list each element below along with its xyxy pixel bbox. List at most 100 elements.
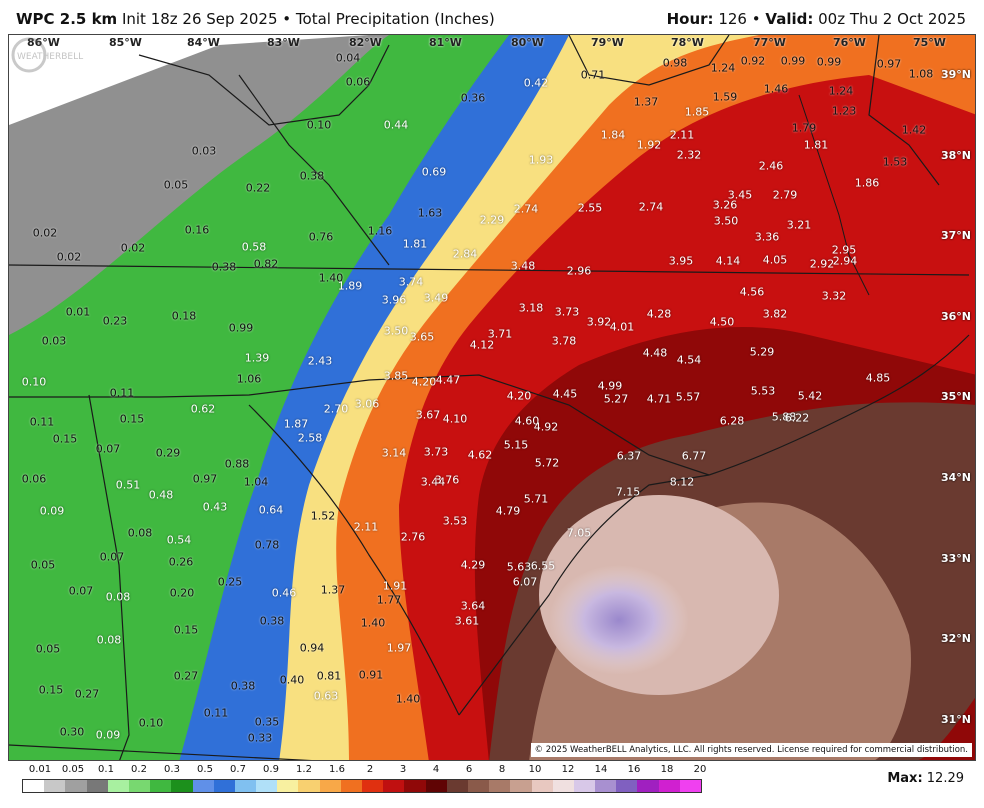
- latitude-label: 36°N: [940, 310, 971, 323]
- legend-tick-label: 0.05: [61, 764, 85, 775]
- latitude-label: 33°N: [940, 552, 971, 565]
- legend-color-cell: [552, 780, 574, 792]
- max-number: 12.29: [926, 771, 964, 786]
- legend-color-cell: [213, 780, 235, 792]
- legend-color-cell: [362, 780, 384, 792]
- state-line-nc-sc: [9, 374, 710, 476]
- longitude-label: 82°W: [349, 36, 382, 49]
- latitude-label: 32°N: [940, 632, 971, 645]
- map-canvas: [9, 35, 975, 760]
- legend-ticks: 0.01 0.05 0.1 0.2 0.3 0.5 0.7 0.9 1.2 1.6 2 3 4 6 8 10 1…: [22, 764, 707, 778]
- latitude-label: 38°N: [940, 149, 971, 162]
- hour-label: Hour:: [666, 10, 714, 28]
- coastline: [708, 334, 970, 476]
- longitude-label: 81°W: [429, 36, 462, 49]
- latitude-label: 35°N: [940, 390, 971, 403]
- legend-color-cell: [277, 780, 299, 792]
- separator: •: [282, 10, 292, 28]
- max-value: Max: 12.29: [887, 771, 964, 786]
- legend-tick-label: 8: [498, 764, 506, 775]
- latitude-label: 31°N: [940, 713, 971, 726]
- legend-color-cell: [489, 780, 511, 792]
- legend-tick-label: 6: [465, 764, 473, 775]
- legend-color-cell: [595, 780, 617, 792]
- legend-tick-label: 18: [660, 764, 674, 775]
- legend-color-cell: [616, 780, 638, 792]
- legend-tick-label: 1.2: [296, 764, 312, 775]
- legend-color-cell: [510, 780, 532, 792]
- map-header: WPC 2.5 km Init 18z 26 Sep 2025 • Total …: [0, 0, 984, 34]
- legend-tick-label: 0.1: [98, 764, 114, 775]
- valid-time: 00z Thu 2 Oct 2025: [818, 10, 966, 28]
- latitude-label: 37°N: [940, 229, 971, 242]
- legend-tick-label: 0.9: [263, 764, 279, 775]
- longitude-label: 78°W: [671, 36, 704, 49]
- latitude-label: 39°N: [940, 68, 971, 81]
- legend-color-cell: [637, 780, 659, 792]
- legend-color-cell: [192, 780, 214, 792]
- legend-color-cell: [128, 780, 151, 792]
- svg-text:WEATHERBELL: WEATHERBELL: [17, 52, 83, 62]
- legend-tick-label: 20: [693, 764, 707, 775]
- model-name: WPC 2.5 km: [16, 10, 118, 28]
- state-line-wv-va: [568, 35, 730, 86]
- legend-color-cell: [446, 780, 468, 792]
- legend-color-cell: [44, 780, 66, 792]
- legend-color-cell: [383, 780, 405, 792]
- legend-color-cell: [573, 780, 596, 792]
- legend-tick-label: 12: [561, 764, 575, 775]
- header-right: Hour: 126 • Valid: 00z Thu 2 Oct 2025: [667, 10, 966, 28]
- state-line-ga-sc: [248, 404, 460, 716]
- legend-color-cell: [404, 780, 426, 792]
- max-core: [549, 565, 689, 675]
- separator: •: [751, 10, 761, 28]
- init-time: Init 18z 26 Sep 2025: [121, 10, 278, 28]
- legend-color-cell: [319, 780, 341, 792]
- state-line-ga-fl: [9, 744, 312, 760]
- legend-color-bar: [22, 779, 702, 793]
- legend-color-cell: [658, 780, 680, 792]
- product-name: Total Precipitation (Inches): [295, 10, 495, 28]
- forecast-hour: 126: [718, 10, 747, 28]
- legend-color-cell: [340, 780, 362, 792]
- legend-tick-label: 3: [399, 764, 407, 775]
- precipitation-map[interactable]: 86°W 85°W 84°W 83°W 82°W 81°W 80°W 79°W …: [8, 34, 976, 761]
- state-line-va-nc: [9, 264, 970, 276]
- legend-color-cell: [256, 780, 278, 792]
- chesapeake-bay: [798, 94, 870, 296]
- state-line-ky-va: [238, 74, 390, 266]
- legend-tick-label: 16: [627, 764, 641, 775]
- longitude-label: 77°W: [753, 36, 786, 49]
- legend-color-cell: [298, 780, 320, 792]
- longitude-label: 86°W: [27, 36, 60, 49]
- state-line-md-de: [868, 35, 940, 186]
- legend-color-cell: [65, 780, 87, 792]
- coastline-sc: [458, 474, 710, 716]
- header-left: WPC 2.5 km Init 18z 26 Sep 2025 • Total …: [16, 10, 495, 28]
- legend-color-cell: [107, 780, 129, 792]
- legend-color-cell: [150, 780, 172, 792]
- longitude-label: 80°W: [511, 36, 544, 49]
- legend-color-cell: [171, 780, 193, 792]
- legend-color-cell: [467, 780, 490, 792]
- legend-tick-label: 4: [432, 764, 440, 775]
- legend-tick-label: 0.3: [164, 764, 180, 775]
- state-line-ky-wv: [138, 44, 390, 126]
- legend-tick-label: 0.5: [197, 764, 213, 775]
- longitude-label: 84°W: [187, 36, 220, 49]
- longitude-label: 79°W: [591, 36, 624, 49]
- legend-color-cell: [23, 780, 45, 792]
- longitude-label: 75°W: [913, 36, 946, 49]
- legend-color-cell: [86, 780, 108, 792]
- legend-color-cell: [679, 780, 701, 792]
- max-label: Max:: [887, 771, 923, 786]
- longitude-label: 76°W: [833, 36, 866, 49]
- longitude-label: 85°W: [109, 36, 142, 49]
- copyright-notice: © 2025 WeatherBELL Analytics, LLC. All r…: [530, 743, 972, 757]
- legend-tick-label: 2: [366, 764, 374, 775]
- state-line-al-ga: [88, 394, 130, 760]
- weatherbell-logo-icon: WEATHERBELL: [11, 37, 83, 73]
- color-legend: 0.01 0.05 0.1 0.2 0.3 0.5 0.7 0.9 1.2 1.6 2 3 4 6 8 10 1…: [22, 764, 707, 804]
- legend-color-cell: [531, 780, 553, 792]
- valid-label: Valid:: [765, 10, 814, 28]
